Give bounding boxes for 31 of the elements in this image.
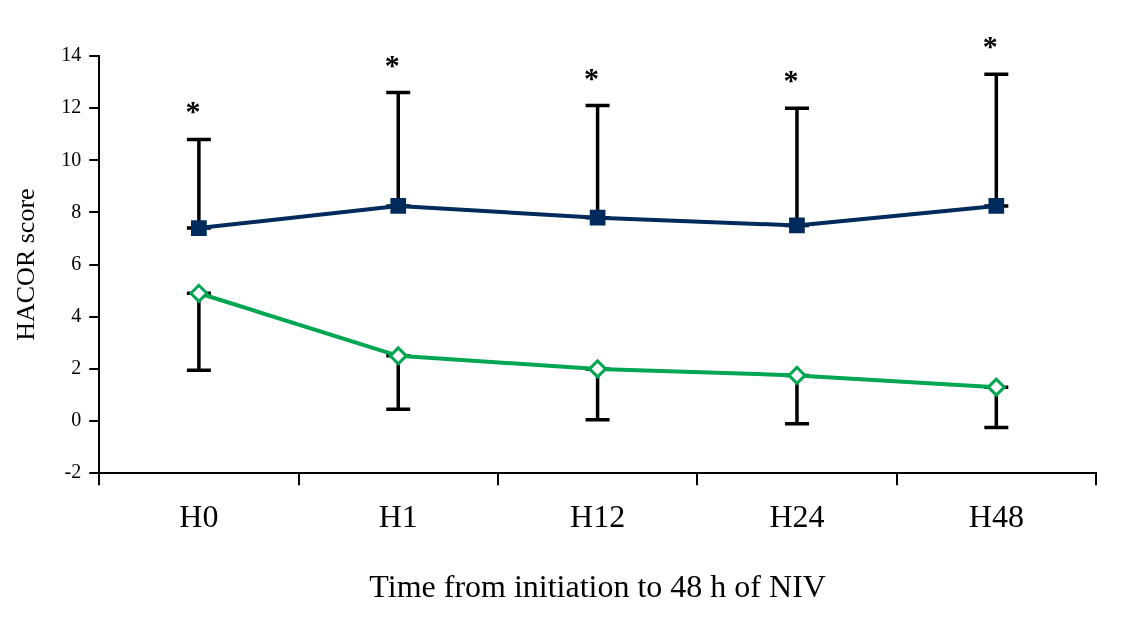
y-tick-label: 6	[71, 251, 82, 274]
annotation: *	[584, 60, 600, 94]
point	[588, 359, 608, 379]
x-tick-label: H24	[769, 497, 825, 534]
x-tick-label: H0	[179, 497, 219, 534]
y-tick-label: 12	[61, 95, 82, 118]
point	[390, 198, 407, 214]
y-tick-label: 8	[71, 199, 82, 222]
point	[191, 220, 207, 236]
annotation: *	[982, 29, 998, 63]
y-tick-label: 0	[71, 408, 82, 431]
y-tick-label: 2	[71, 356, 82, 379]
point	[789, 217, 805, 234]
x-tick-label: H12	[570, 497, 626, 534]
annotation: *	[783, 63, 799, 97]
point	[388, 346, 408, 366]
x-tick-label: H48	[968, 497, 1024, 534]
y-tick-label: 10	[61, 147, 82, 170]
annotation: *	[384, 47, 400, 81]
point	[189, 283, 209, 303]
point	[988, 198, 1005, 214]
y-tick-label: 4	[71, 304, 82, 326]
x-tick-label: H1	[378, 497, 418, 534]
y-tick-label: 14	[61, 43, 82, 66]
x-axis-title: Time from initiation to 48 h of NIV	[369, 568, 826, 605]
point	[589, 209, 606, 226]
annotation: *	[185, 94, 201, 128]
y-axis-title: HACOR score	[11, 188, 41, 341]
point	[787, 365, 807, 385]
point	[986, 377, 1006, 397]
y-tick-label: -2	[64, 460, 82, 483]
